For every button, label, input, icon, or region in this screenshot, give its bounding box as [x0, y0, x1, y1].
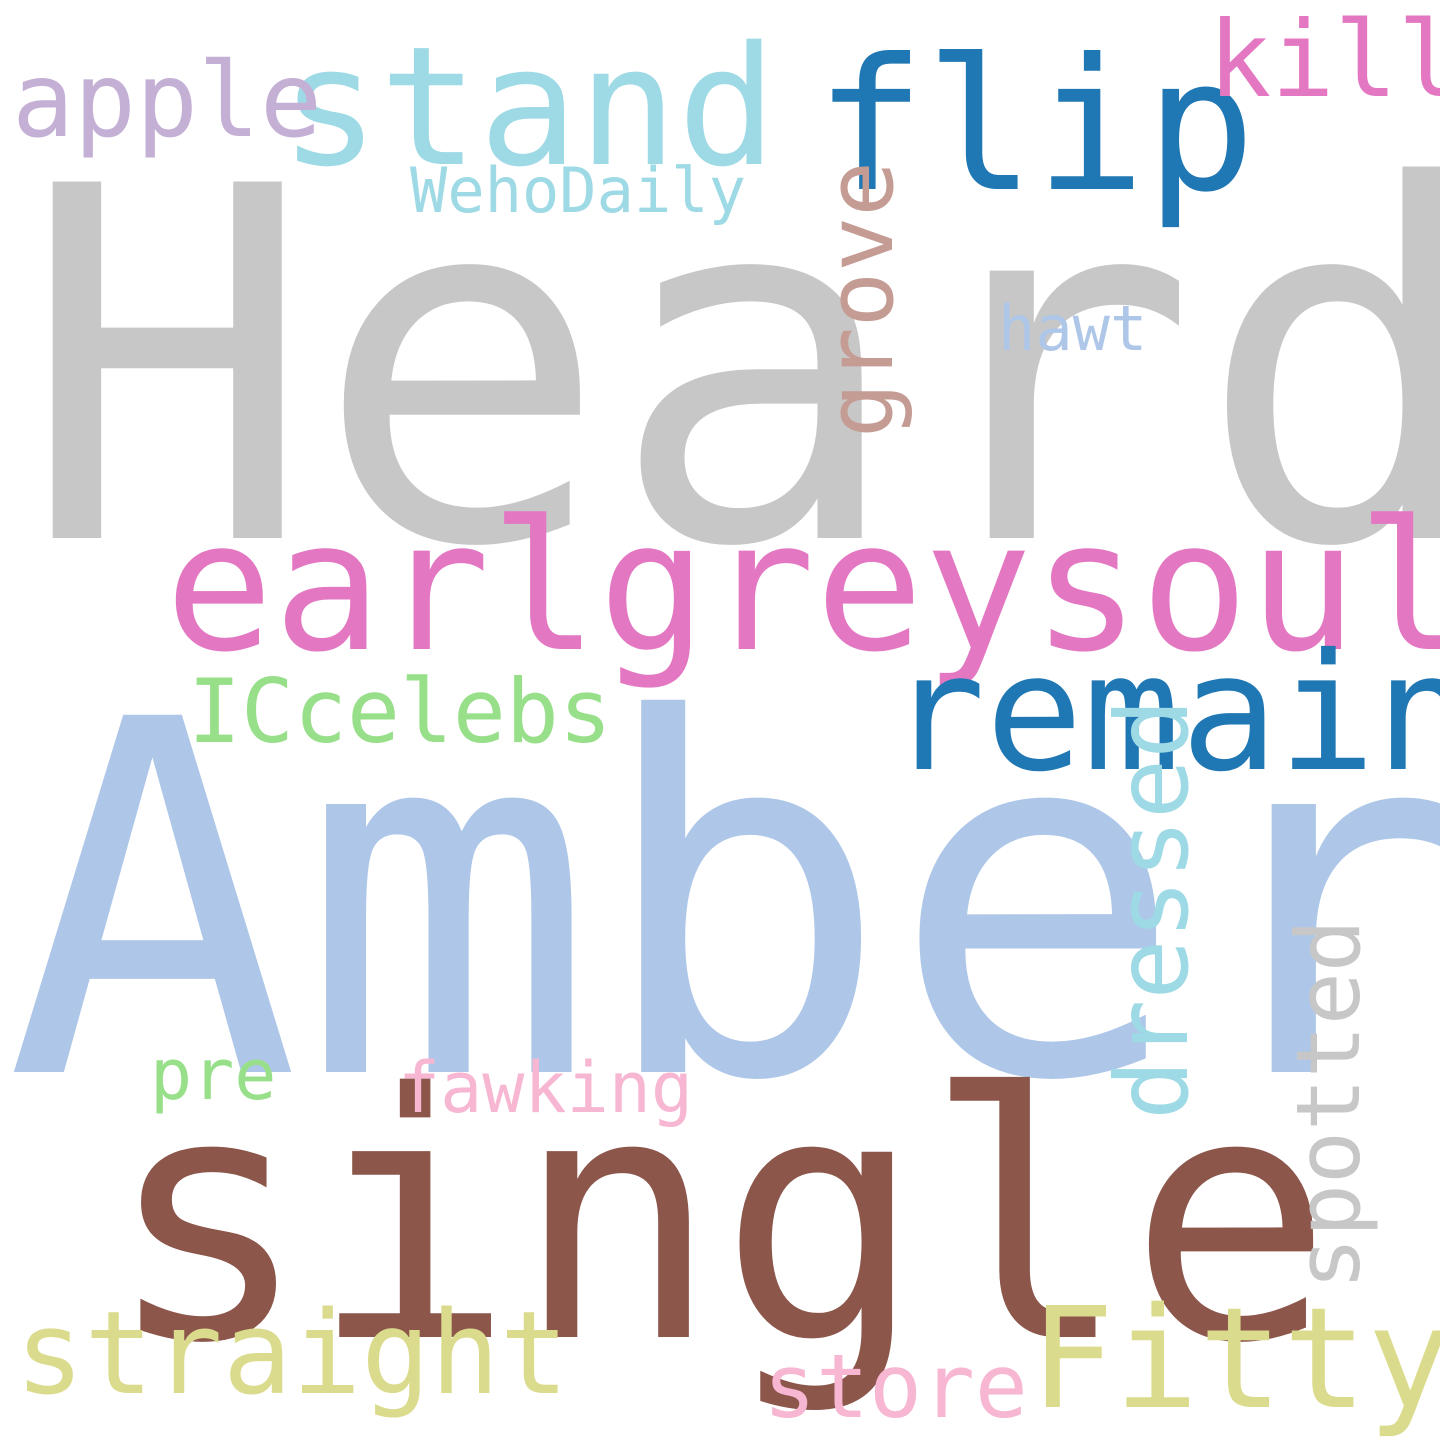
- word-amber: Amber: [5, 617, 1440, 1188]
- word-pre: pre: [150, 1034, 277, 1116]
- word-wehodaily: WehoDaily: [410, 154, 746, 227]
- word-store: store: [763, 1335, 1028, 1438]
- word-spotted: spotted: [1277, 919, 1380, 1290]
- word-earlgreysoul: earlgreysoul: [165, 483, 1440, 692]
- word-apple: apple: [12, 41, 323, 161]
- word-iccelebs: ICcelebs: [188, 660, 612, 763]
- word-flip: flip: [815, 20, 1256, 233]
- word-grove: grove: [807, 161, 914, 438]
- word-fawking: fawking: [398, 1047, 694, 1129]
- word-kill: kill: [1208, 0, 1440, 121]
- word-heard: Heard: [20, 85, 1440, 654]
- word-fitty: Fitty: [1030, 1278, 1440, 1440]
- word-remain: remain: [888, 620, 1440, 808]
- word-hawt: hawt: [998, 292, 1148, 365]
- word-single: single: [105, 1022, 1334, 1418]
- word-straight: straight: [15, 1287, 569, 1421]
- word-stand: stand: [280, 11, 777, 203]
- word-dressed: dressed: [1094, 698, 1211, 1120]
